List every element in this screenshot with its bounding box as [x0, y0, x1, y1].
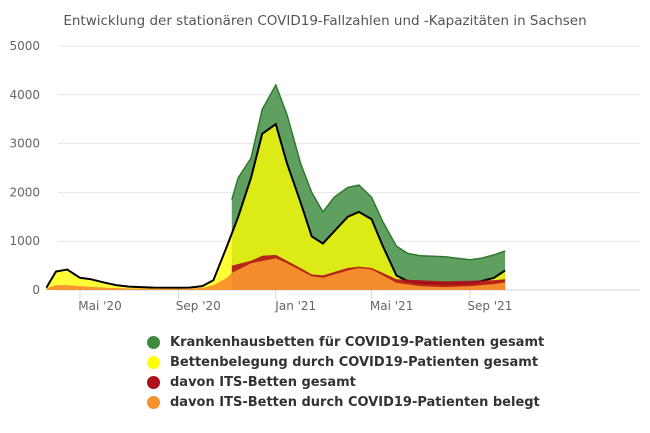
legend-item[interactable]: Krankenhausbetten für COVID19-Patienten …: [147, 332, 544, 352]
x-tick-label: Mai '21: [370, 299, 413, 313]
x-tick-label: Sep '20: [176, 299, 221, 313]
y-tick-label: 4000: [9, 88, 40, 102]
legend-item[interactable]: davon ITS-Betten gesamt: [147, 372, 544, 392]
y-tick-label: 2000: [9, 185, 40, 199]
legend-label: davon ITS-Betten durch COVID19-Patienten…: [170, 394, 540, 410]
legend-label: Bettenbelegung durch COVID19-Patienten g…: [170, 354, 539, 370]
legend-marker-icon: [147, 375, 160, 389]
chart-title: Entwicklung der stationären COVID19-Fall…: [63, 13, 587, 29]
y-tick-label: 1000: [9, 234, 40, 248]
x-tick-label: Sep '21: [467, 299, 512, 313]
legend: Krankenhausbetten für COVID19-Patienten …: [147, 332, 544, 412]
series-its-covid-area: [46, 258, 506, 290]
series-occupancy-area: [46, 124, 506, 290]
x-tick-label: Mai '20: [78, 299, 121, 313]
legend-marker-icon: [147, 355, 160, 369]
y-tick-label: 0: [32, 283, 40, 297]
series-capacity-area-line: [231, 83, 506, 261]
y-tick-label: 5000: [9, 39, 40, 53]
plot-area: 0 1000 2000 3000 4000 5000 Mai '20 Sep '20 Jan '…: [9, 39, 640, 313]
legend-marker-icon: [147, 335, 160, 349]
legend-label: Krankenhausbetten für COVID19-Patienten …: [170, 334, 545, 350]
legend-item[interactable]: Bettenbelegung durch COVID19-Patienten g…: [147, 352, 544, 372]
legend-label: davon ITS-Betten gesamt: [170, 374, 356, 390]
legend-item[interactable]: davon ITS-Betten durch COVID19-Patienten…: [147, 392, 544, 412]
legend-marker-icon: [147, 395, 160, 409]
y-tick-label: 3000: [9, 137, 40, 151]
x-tick-label: Jan '21: [274, 299, 316, 313]
